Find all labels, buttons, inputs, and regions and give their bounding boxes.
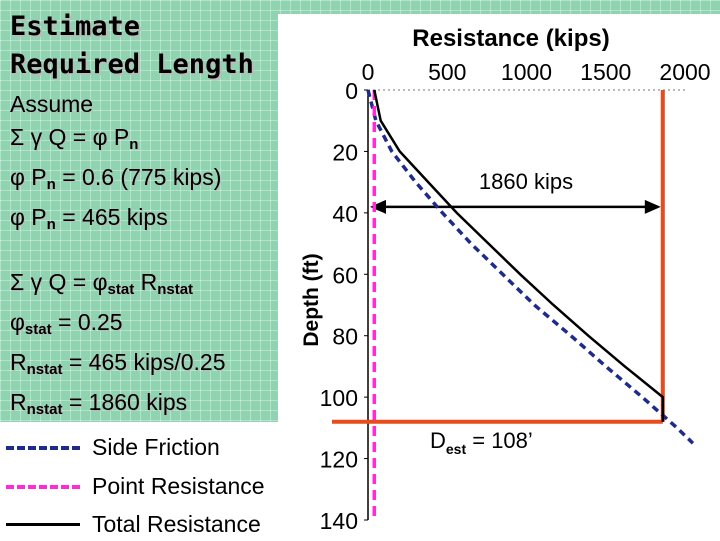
legend-item-side-friction: Side Friction [0,428,300,464]
legend-label: Side Friction [92,434,220,460]
y-tick-label: 20 [332,139,358,165]
legend-item-total-resistance: Total Resistance [0,505,300,541]
x-tick-label: 0 [362,59,375,85]
equation-7: Rnstat = 1860 kips [10,389,188,418]
y-tick-label: 140 [320,508,358,534]
x-tick-label: 1000 [501,59,552,85]
y-axis-label: Depth (ft) [300,253,323,346]
assume-label: Assume [10,91,94,117]
y-tick-label: 60 [332,262,358,288]
chart-panel [278,14,720,540]
legend-swatch [6,446,80,450]
annotation-1860-kips: 1860 kips [479,169,573,194]
y-tick-label: 40 [332,201,358,227]
chart-title: Resistance (kips) [412,25,609,52]
equation-4: Σ γ Q = φstat Rnstat [10,269,194,298]
arrow-head-right [644,199,661,214]
x-tick-label: 500 [428,59,466,85]
slide-title: Estimate Required Length [10,8,254,84]
series-total-resistance [373,89,665,422]
annotation-dest-sub: est [446,441,467,457]
y-tick-label: 80 [332,324,358,350]
equation-1: Σ γ Q = φ Pn [10,124,139,153]
arrow-head-left [370,199,386,214]
y-tick-label: 100 [320,385,358,411]
annotation-dest-main: D [430,428,446,453]
assumptions-block: Assume Σ γ Q = φ Pn φ Pn = 0.6 (775 kips… [10,88,226,426]
y-tick-label: 120 [320,447,358,473]
equation-6: Rnstat = 465 kips/0.25 [10,349,226,378]
legend-label: Point Resistance [92,473,265,499]
x-tick-label: 2000 [659,59,710,85]
equation-2: φ Pn = 0.6 (775 kips) [10,164,222,193]
y-tick-label: 0 [345,78,358,104]
series-side-friction [366,89,695,445]
legend-label: Total Resistance [92,511,261,537]
chart-legend: Side Friction Point Resistance Total Res… [0,422,300,540]
legend-swatch [6,523,80,526]
legend-swatch [6,485,80,489]
title-line-1: Estimate [10,11,141,42]
title-line-2: Required Length [10,49,254,80]
x-tick-label: 1500 [580,59,631,85]
equation-3: φ Pn = 465 kips [10,204,168,233]
annotation-dest: Dest = 108’ [430,428,533,457]
annotation-dest-suffix: = 108’ [466,428,533,453]
legend-item-point-resistance: Point Resistance [0,467,300,503]
equation-5: φstat = 0.25 [10,309,123,338]
